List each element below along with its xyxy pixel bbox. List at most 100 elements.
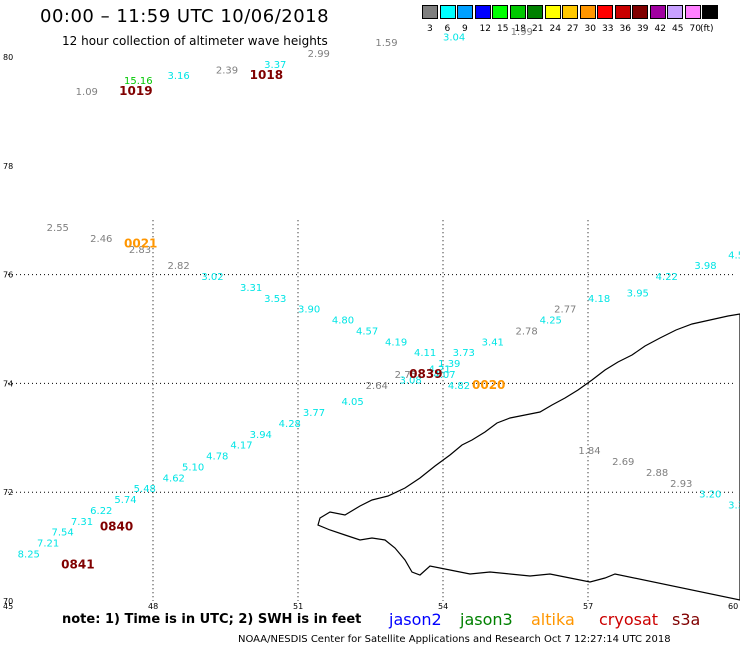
lat-lon-grid [8, 220, 733, 601]
wave-height-value: 5.10 [182, 462, 204, 473]
wave-height-value: 2.93 [670, 479, 692, 490]
legend-unit: (ft) [700, 24, 714, 34]
wave-height-value: 4.25 [540, 316, 562, 327]
legend-swatch [474, 5, 491, 19]
legend-jason3: jason3 [460, 610, 513, 629]
wave-height-value: 2.39 [216, 65, 238, 76]
wave-height-value: 4.22 [656, 272, 678, 283]
legend-swatch [562, 5, 578, 19]
legend-swatch [614, 5, 631, 19]
legend-label: 12 [479, 24, 491, 34]
wave-height-value: 7.21 [37, 539, 59, 550]
legend-swatch [544, 5, 561, 19]
wave-height-value: 2.78 [516, 326, 538, 337]
legend-label: 33 [602, 24, 614, 34]
wave-height-value: 4.11 [414, 348, 436, 359]
wave-height-value: 2.77 [554, 305, 576, 316]
lat-tick-label: 78 [3, 162, 13, 171]
lon-tick-label: 48 [148, 602, 158, 611]
wave-height-value: 4.78 [206, 452, 228, 463]
lat-tick-label: 72 [3, 488, 13, 497]
wave-height-value: 5.48 [134, 484, 156, 495]
lon-tick-label: 60 [728, 602, 738, 611]
legend-label: 39 [637, 24, 649, 34]
lon-tick-label: 54 [438, 602, 448, 611]
wave-height-value: 5.74 [114, 495, 136, 506]
legend-label: 24 [549, 24, 561, 34]
wave-height-value: 3.77 [303, 408, 325, 419]
wave-height-value: 3.98 [694, 261, 716, 272]
wave-height-value: 3.31 [240, 283, 262, 294]
lon-tick-label: 57 [583, 602, 593, 611]
wave-height-value: 4.54 [728, 250, 740, 261]
wave-height-value: 2.99 [308, 49, 330, 60]
pass-time-label: 1018 [250, 68, 283, 82]
pass-time-label: 0839 [409, 367, 442, 381]
wave-height-value: 7.54 [52, 528, 74, 539]
lat-tick-label: 80 [3, 53, 13, 62]
wave-height-value: 7.31 [71, 517, 93, 528]
legend-swatch [439, 5, 456, 19]
legend-swatch [684, 5, 701, 19]
legend-label: 21 [532, 24, 544, 34]
wave-height-value: 15.16 [124, 76, 153, 87]
wave-height-value: 6.22 [90, 506, 112, 517]
pass-time-label: 0020 [472, 378, 505, 392]
legend-swatch [422, 5, 438, 19]
lat-tick-label: 76 [3, 271, 13, 280]
wave-height-value: 3.35 [728, 501, 740, 512]
legend-swatch [509, 5, 526, 19]
wave-height-value: 4.17 [230, 441, 252, 452]
legend-label: 18 [514, 24, 526, 34]
wave-height-value: 4.62 [163, 473, 185, 484]
legend-label: 42 [654, 24, 666, 34]
wave-height-value: 1.59 [375, 38, 397, 49]
wave-height-value: 2.82 [168, 261, 190, 272]
legend-swatch [579, 5, 596, 19]
wave-height-value: 1.09 [76, 87, 98, 98]
wave-height-value: 1.99 [511, 27, 533, 38]
chart-title: 00:00 – 11:59 UTC 10/06/2018 [40, 6, 330, 27]
wave-height-value: 4.18 [588, 294, 610, 305]
lon-tick-label: 51 [293, 602, 303, 611]
legend-swatch [527, 5, 543, 19]
wave-height-value: 2.55 [47, 223, 69, 234]
pass-time-label: 0021 [124, 236, 157, 250]
legend-jason2: jason2 [389, 610, 442, 629]
legend-s3a: s3a [672, 610, 701, 629]
wave-height-value: 2.88 [646, 468, 668, 479]
legend-label: 3 [427, 24, 433, 34]
legend-label: 30 [584, 24, 596, 34]
legend-altika: altika [531, 610, 575, 629]
wave-height-value: 2.64 [366, 381, 388, 392]
wave-height-value: 3.41 [482, 337, 504, 348]
wave-height-value: 4.05 [342, 397, 364, 408]
wave-height-value: 3.37 [264, 60, 286, 71]
legend-label: 70 [689, 24, 701, 34]
legend-label: 9 [462, 24, 468, 34]
wave-height-value: 2.83 [129, 245, 151, 256]
wave-height-value: 2.75 [395, 370, 417, 381]
legend-label: 27 [567, 24, 579, 34]
wave-height-value: 3.04 [443, 33, 465, 44]
legend-swatch [632, 5, 648, 19]
wave-height-value: 4.21 [429, 365, 451, 376]
legend-label: 36 [619, 24, 631, 34]
legend-swatch [457, 5, 473, 19]
wave-height-value: 3.02 [201, 272, 223, 283]
legend-label: 15 [497, 24, 509, 34]
credit-line: NOAA/NESDIS Center for Satellite Applica… [238, 634, 671, 645]
lat-tick-label: 70 [3, 597, 13, 606]
legend-swatch [702, 5, 718, 19]
wave-height-value: 3.95 [627, 288, 649, 299]
wave-height-value: 1.84 [578, 446, 600, 457]
wave-height-value: 8.25 [18, 549, 40, 560]
legend-label: 45 [672, 24, 684, 34]
legend-label: 6 [444, 24, 451, 34]
wave-height-value: 3.73 [453, 348, 475, 359]
legend-swatch [492, 5, 508, 19]
legend-swatch [649, 5, 666, 19]
legend-swatch [667, 5, 683, 19]
legend-swatch [597, 5, 613, 19]
